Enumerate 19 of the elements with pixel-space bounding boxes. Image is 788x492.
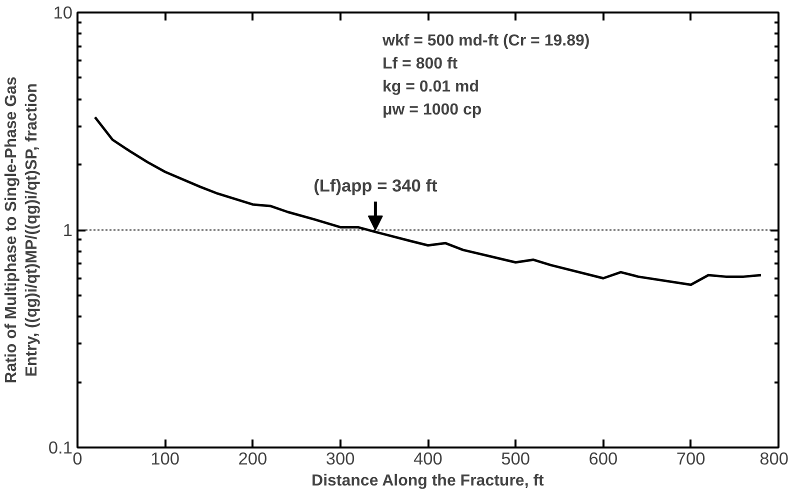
annotation: (Lf)app = 340 ft	[314, 176, 438, 196]
annotation: Lf = 800 ft	[382, 56, 458, 72]
y-axis-title: Ratio of Multiphase to Single-Phase Gas Entry, ((qg)i/qt)MP/((qg)i/qt)SP, fraction	[3, 76, 40, 384]
x-tick-label: 100	[150, 448, 180, 468]
y-tick-label: 0.1	[48, 438, 73, 458]
x-tick-label: 400	[414, 448, 442, 468]
x-tick-label: 200	[238, 448, 268, 468]
x-tick-label: 500	[501, 448, 530, 468]
x-tick-label: 800	[760, 448, 788, 468]
annotation: μw = 1000 cp	[382, 102, 482, 118]
x-tick-label: 300	[326, 448, 355, 468]
y-tick-label: 10	[53, 2, 73, 22]
x-tick-label: 700	[676, 448, 706, 468]
annotation: kg = 0.01 md	[382, 78, 479, 96]
x-tick-label: 600	[588, 448, 618, 468]
annotation: wkf = 500 md-ft (Cr = 19.89)	[382, 32, 590, 50]
x-tick-label: 0	[72, 448, 82, 468]
x-axis-title: Distance Along the Fracture, ft	[312, 472, 545, 490]
y-tick-label: 1	[62, 220, 73, 240]
